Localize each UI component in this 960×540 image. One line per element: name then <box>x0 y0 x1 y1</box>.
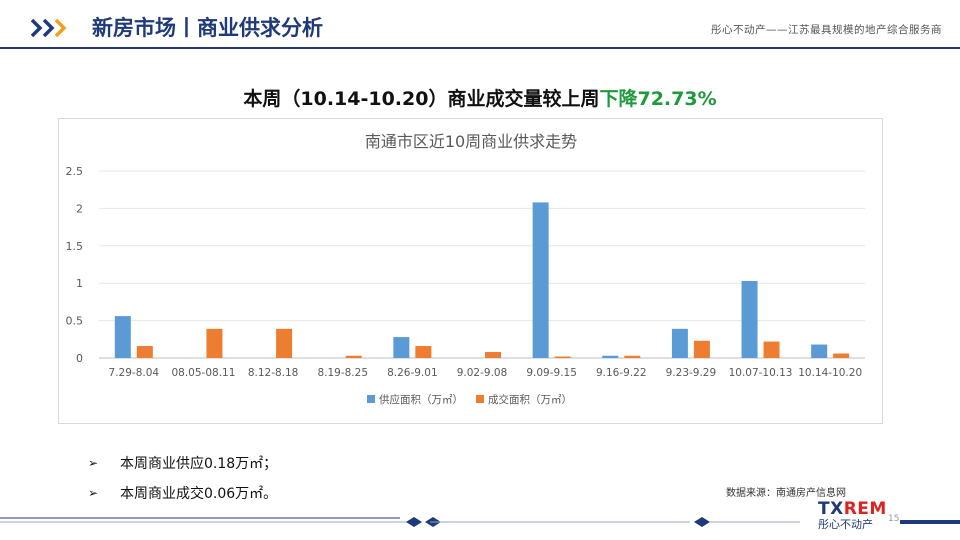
y-tick-label: 0.5 <box>66 315 84 328</box>
y-axis: 0 0.5 1 1.5 2 2.5 <box>66 165 84 365</box>
deal-bar <box>206 328 223 358</box>
arrow-bullet-icon: ➢ <box>88 486 99 500</box>
summary-item-deal: ➢ 本周商业成交0.06万㎡。 <box>88 478 277 508</box>
logo-name: 彤心不动产 <box>818 518 873 531</box>
x-tick-label: 9.16-9.22 <box>596 367 647 379</box>
x-tick-label: 8.26-9.01 <box>387 367 438 379</box>
chart-gridlines <box>99 170 865 359</box>
legend-swatch-deal <box>476 395 484 403</box>
y-tick-label: 2.5 <box>66 165 84 178</box>
header-chevrons-icon <box>30 18 67 38</box>
supply-bar <box>114 316 131 358</box>
chart-panel: 南通市区近10周商业供求走势 0 0.5 1 1.5 2 2.5 7.29-8.04 08.… <box>58 118 883 424</box>
x-tick-label: 9.23-9.29 <box>666 367 717 379</box>
deal-bar <box>833 353 850 358</box>
x-axis: 7.29-8.04 08.05-08.11 8.12-8.18 8.19-8.25 8.… <box>109 367 863 379</box>
supply-bar <box>393 337 410 358</box>
x-tick-label: 7.29-8.04 <box>109 367 160 379</box>
y-tick-label: 1 <box>76 277 83 290</box>
x-tick-label: 9.02-9.08 <box>457 367 508 379</box>
logo-mark: TXREM <box>818 499 887 519</box>
arrow-bullet-icon: ➢ <box>88 456 99 470</box>
x-tick-label: 8.12-8.18 <box>248 367 299 379</box>
x-tick-label: 9.09-9.15 <box>526 367 577 379</box>
page-number: 15 <box>888 514 900 524</box>
data-source: 数据来源：南通房产信息网 <box>726 488 846 499</box>
x-tick-label: 10.07-10.13 <box>729 367 793 379</box>
headline-change: 下降72.73% <box>599 88 717 110</box>
supply-deal-bar-chart: 南通市区近10周商业供求走势 0 0.5 1 1.5 2 2.5 7.29-8.04 08.… <box>66 132 865 406</box>
y-tick-label: 2 <box>76 202 83 215</box>
summary-text: 本周商业成交0.06万㎡。 <box>120 486 278 502</box>
chart-bars <box>114 202 850 358</box>
summary-item-supply: ➢ 本周商业供应0.18万㎡； <box>88 448 277 478</box>
supply-bar <box>741 280 758 358</box>
summary-text: 本周商业供应0.18万㎡； <box>120 456 278 472</box>
deal-bar <box>415 346 432 358</box>
legend-label-deal: 成交面积（万㎡） <box>488 393 572 406</box>
legend-label-supply: 供应面积（万㎡） <box>379 393 463 406</box>
y-tick-label: 1.5 <box>66 240 84 253</box>
company-slogan: 彤心不动产——江苏最具规模的地产综合服务商 <box>711 24 942 36</box>
chart-legend: 供应面积（万㎡） 成交面积（万㎡） <box>367 393 572 406</box>
supply-bar <box>602 355 619 358</box>
deal-bar <box>276 328 293 358</box>
headline-prefix: 本周（10.14-10.20）商业成交量较上周 <box>243 88 600 110</box>
footer-decoration <box>0 517 960 527</box>
x-tick-label: 8.19-8.25 <box>317 367 368 379</box>
x-tick-label: 10.14-10.20 <box>798 367 862 379</box>
deal-bar <box>136 346 153 358</box>
deal-bar <box>763 341 780 358</box>
legend-swatch-supply <box>367 395 375 403</box>
deal-bar <box>693 340 710 358</box>
company-logo: TXREM 彤心不动产 <box>818 500 888 531</box>
deal-bar <box>554 356 571 358</box>
supply-bar <box>671 328 688 358</box>
chart-title: 南通市区近10周商业供求走势 <box>365 132 577 151</box>
summary-list: ➢ 本周商业供应0.18万㎡； ➢ 本周商业成交0.06万㎡。 <box>88 448 277 508</box>
x-tick-label: 08.05-08.11 <box>171 367 235 379</box>
page-title: 新房市场丨商业供求分析 <box>92 16 323 40</box>
header-divider <box>0 47 960 49</box>
deal-bar <box>624 355 641 358</box>
deal-bar <box>485 352 501 358</box>
y-tick-label: 0 <box>76 352 83 365</box>
supply-bar <box>811 344 828 358</box>
supply-bar <box>532 202 549 358</box>
deal-bar <box>345 355 362 358</box>
headline: 本周（10.14-10.20）商业成交量较上周下降72.73% <box>0 84 960 111</box>
